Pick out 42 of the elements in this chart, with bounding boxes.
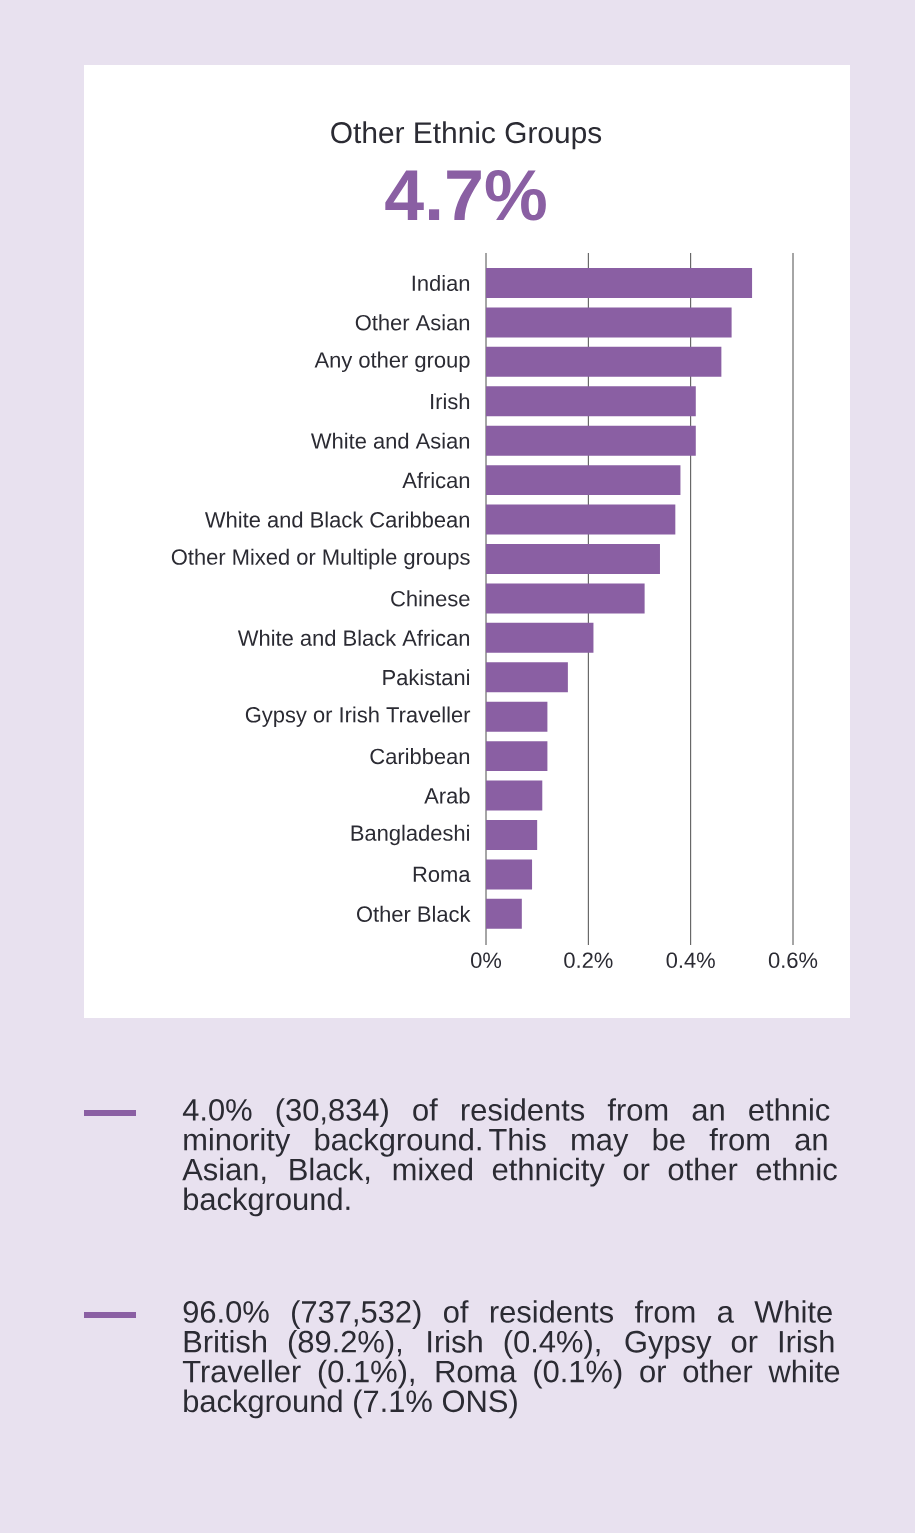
y-tick-label: Irish (431, 393, 470, 410)
y-tick-label: Other Mixed or Multiple groups (171, 548, 470, 570)
bar (486, 425, 696, 456)
y-tick-label: Caribbean (370, 748, 470, 765)
bar (486, 662, 568, 693)
bar (486, 741, 548, 772)
y-tick-label: Other Black (357, 905, 471, 922)
y-tick-label: Other Asian (355, 314, 470, 331)
bar (486, 622, 594, 653)
text: 4.0% (30,834) of residents from an ethnic minority background. This may be from an Asian, Black, mixed ethnicity or other ethnic background. (182, 1098, 837, 1217)
bar (486, 346, 722, 377)
y-tick-label: Gypsy or Irish Traveller (245, 706, 471, 727)
bar (486, 386, 696, 417)
y-tick-label: Indian (412, 274, 470, 292)
bar (486, 465, 681, 496)
y-tick-label: White and Black African (237, 629, 470, 646)
y-tick-label: Pakistani (383, 669, 469, 686)
bar (486, 701, 548, 732)
bar (486, 898, 522, 929)
y-tick-label: Any other group (314, 351, 470, 373)
bar (486, 267, 753, 298)
bar (486, 307, 732, 338)
bar (486, 820, 538, 850)
y-tick-label: African (402, 472, 470, 489)
x-tick-label: 0.4% (666, 952, 715, 969)
y-tick-label: White and Black Caribbean (204, 511, 469, 528)
x-tick-label: 0% (471, 952, 502, 969)
x-tick-label: 0.2% (564, 952, 613, 969)
bar (486, 504, 676, 535)
x-tick-label: 0.6% (768, 952, 818, 969)
bar (486, 859, 533, 890)
text: 96.0% (737,532) of residents from a White British (89.2%), Irish (0.4%), Gypsy or Irish Traveller (0.1%), Roma (0.1%) or other white background (7.1% ONS) (182, 1300, 840, 1419)
chart-title: Other Ethnic Groups (331, 121, 602, 150)
y-tick-label: Arab (424, 787, 470, 804)
bar (486, 780, 543, 811)
y-tick-label: Bangladeshi (351, 824, 469, 846)
y-tick-label: Roma (413, 866, 471, 883)
y-tick-label: White and Asian (310, 432, 470, 449)
bar (486, 543, 660, 574)
bar (486, 583, 645, 614)
chart-subtitle: 4.7% (385, 170, 546, 221)
y-tick-label: Chinese (391, 590, 470, 607)
